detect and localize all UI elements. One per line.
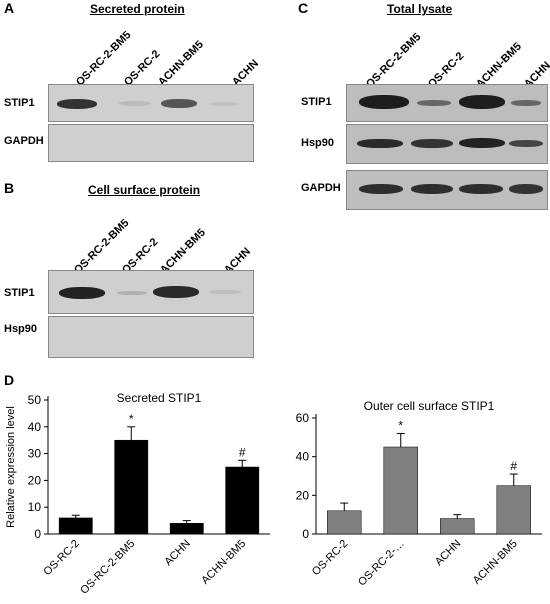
y-tick-label: 10 [28, 500, 42, 514]
panel-c-title: Total lysate [387, 2, 453, 16]
band [119, 101, 151, 106]
panel-b-blot-stip1 [48, 270, 254, 314]
band [509, 184, 543, 194]
band [411, 184, 453, 194]
band [459, 138, 505, 148]
panel-a-row-stip1: STIP1 [4, 97, 35, 109]
bar [225, 466, 260, 535]
band [411, 139, 453, 148]
x-tick-label: ACHN [162, 538, 193, 569]
y-axis-label: Relative expression level [5, 406, 17, 528]
significance-marker: * [129, 412, 134, 426]
bar [383, 446, 418, 535]
panel-c-row-hsp90: Hsp90 [301, 137, 335, 149]
panel-c-lane-1: OS-RC-2-BM5 [364, 30, 424, 91]
x-tick-label: OS-RC-2-… [356, 538, 407, 589]
bar [440, 518, 475, 535]
y-tick-label: 50 [28, 393, 42, 407]
panel-c-label: C [298, 0, 309, 16]
panel-a-title: Secreted protein [90, 2, 185, 16]
band [59, 287, 105, 299]
x-tick-label: OS-RC-2 [41, 538, 81, 578]
bar [496, 485, 531, 535]
y-tick-label: 40 [28, 420, 42, 434]
panel-b-title: Cell surface protein [88, 183, 201, 197]
band [511, 100, 541, 106]
y-tick-label: 20 [296, 488, 310, 502]
bar [58, 517, 93, 535]
band [57, 99, 97, 109]
y-tick-label: 40 [296, 450, 310, 464]
band [153, 286, 199, 298]
panel-b-row-stip1: STIP1 [4, 287, 35, 299]
panel-a-blot-stip1 [48, 84, 254, 122]
chart-title: Outer cell surface STIP1 [364, 399, 495, 413]
significance-marker: # [239, 445, 246, 459]
panel-c-blot-hsp90 [346, 124, 548, 164]
panel-c-blot-stip1 [346, 84, 548, 122]
panel-a-lane-3: ACHN-BM5 [156, 38, 206, 89]
panel-b-label: B [4, 180, 15, 196]
panel-c-blot-gapdh [346, 170, 548, 210]
bar [169, 523, 204, 535]
bar [114, 439, 149, 535]
band [359, 184, 403, 194]
bar [327, 510, 362, 535]
x-tick-label: ACHN-BM5 [199, 538, 248, 587]
panel-b-lane-3: ACHN-BM5 [158, 226, 208, 277]
y-tick-label: 30 [28, 447, 42, 461]
y-tick-label: 60 [296, 411, 310, 425]
band [209, 102, 239, 106]
panel-c-row-stip1: STIP1 [301, 96, 332, 108]
band [417, 100, 451, 106]
secreted-stip1-chart: Secreted STIP1 Relative expression level 0… [5, 391, 270, 597]
panel-a-row-gapdh: GAPDH [4, 135, 44, 147]
significance-marker: * [398, 418, 403, 432]
significance-marker: # [510, 459, 517, 473]
band [161, 99, 197, 108]
panel-c-lane-3: ACHN-BM5 [474, 40, 524, 91]
band [509, 140, 543, 147]
band [357, 139, 403, 148]
band [459, 95, 505, 109]
x-tick-label: OS-RC-2 [310, 538, 350, 578]
chart-title: Secreted STIP1 [117, 391, 202, 405]
panel-a-lane-2: OS-RC-2 [122, 48, 163, 89]
x-tick-label: ACHN-BM5 [471, 538, 520, 587]
y-tick-label: 0 [302, 527, 309, 541]
x-tick-label: OS-RC-2-BM5 [78, 538, 137, 597]
panel-a-label: A [4, 0, 15, 16]
y-tick-label: 20 [28, 473, 42, 487]
band [459, 184, 503, 194]
band [359, 95, 409, 109]
x-tick-label: ACHN [433, 538, 464, 569]
outer-surface-stip1-chart: Outer cell surface STIP1 0 20 40 60 OS-RC-2 * O… [296, 399, 542, 589]
panel-d-label: D [4, 372, 15, 388]
y-tick-label: 0 [34, 527, 41, 541]
panel-b-row-hsp90: Hsp90 [4, 323, 38, 335]
band [209, 290, 241, 294]
band [117, 291, 147, 295]
panel-b-blot-hsp90 [48, 316, 254, 358]
panel-a-blot-gapdh [48, 124, 254, 162]
panel-c-row-gapdh: GAPDH [301, 182, 341, 194]
